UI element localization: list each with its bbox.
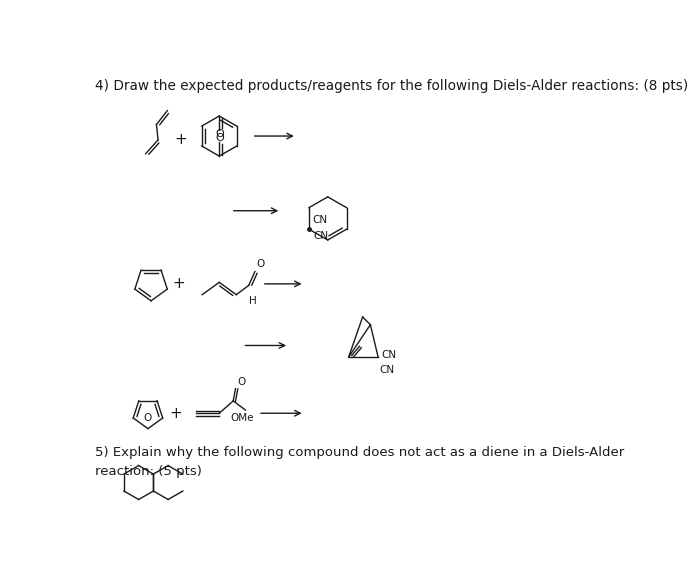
Text: OMe: OMe	[231, 413, 254, 423]
Text: CN: CN	[382, 351, 396, 361]
Text: H: H	[249, 296, 257, 306]
Text: O: O	[215, 129, 223, 139]
Text: +: +	[173, 277, 186, 291]
Text: O: O	[256, 259, 265, 269]
Text: CN: CN	[314, 231, 329, 241]
Text: 4) Draw the expected products/reagents for the following Diels-Alder reactions: : 4) Draw the expected products/reagents f…	[95, 79, 689, 93]
Text: +: +	[169, 406, 182, 420]
Text: CN: CN	[312, 215, 327, 225]
Text: CN: CN	[379, 365, 395, 375]
Text: O: O	[144, 413, 152, 423]
Text: 5) Explain why the following compound does not act as a diene in a Diels-Alder
r: 5) Explain why the following compound do…	[95, 446, 624, 477]
Text: O: O	[237, 377, 245, 387]
Text: O: O	[215, 133, 223, 143]
Text: +: +	[174, 133, 187, 147]
